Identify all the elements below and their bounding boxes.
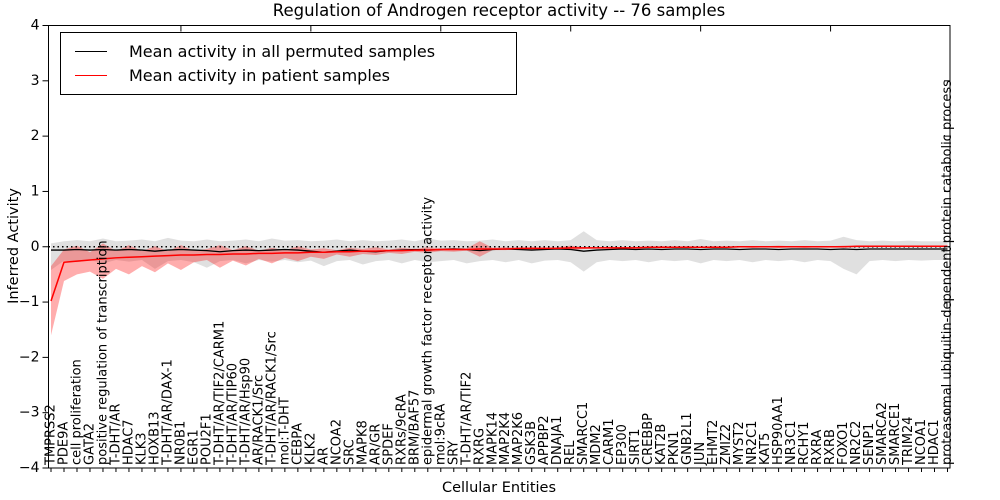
x-tick-label: SPDEF <box>381 423 396 465</box>
x-tick-label: MYST2 <box>732 421 747 465</box>
legend-entry: Mean activity in patient samples <box>71 66 506 85</box>
x-tick-label: CEBPA <box>290 423 305 465</box>
x-tick-label: RXRB <box>823 429 838 465</box>
x-tick-label: epidermal growth factor receptor activit… <box>420 197 435 465</box>
x-tick-label: POU2F1 <box>199 413 214 465</box>
x-tick-label: EP300 <box>615 424 630 465</box>
x-tick-label: HDAC1 <box>927 419 942 465</box>
x-tick-label: HOXB13 <box>147 411 162 465</box>
y-tick-label: 2 <box>31 128 40 144</box>
x-tick-label: RXRA <box>810 430 825 465</box>
x-tick-label: GSK3B <box>524 421 539 465</box>
x-tick-label: mol:T-DHT <box>277 397 292 465</box>
permuted-samples-range-band <box>51 231 948 275</box>
y-tick-label: −2 <box>19 349 40 365</box>
x-tick-label: T-DHT/AR/TIP60 <box>225 363 240 466</box>
x-tick-label: NR3C1 <box>784 421 799 465</box>
x-tick-label: SMARCA2 <box>875 402 890 465</box>
x-tick-label: AR/GR <box>368 424 383 465</box>
x-tick-label: KLK3 <box>134 432 149 465</box>
x-tick-label: APPBP2 <box>537 415 552 465</box>
x-tick-label: NCOA1 <box>914 419 929 465</box>
legend-label: Mean activity in patient samples <box>129 66 390 85</box>
x-tick-label: EHMT2 <box>706 420 721 465</box>
x-tick-label: T-DHT/AR <box>108 404 123 466</box>
x-tick-label: KAT5 <box>758 433 773 465</box>
x-tick-label: RCHY1 <box>797 422 812 465</box>
x-tick-label: BRM/BAF57 <box>407 390 422 465</box>
x-tick-label: SIRT1 <box>628 429 643 465</box>
x-tick-label: HDAC7 <box>121 419 136 465</box>
y-tick-label: 0 <box>31 239 40 255</box>
y-tick-label: −3 <box>19 405 40 421</box>
legend-line-swatch <box>75 75 107 76</box>
x-tick-label: T-DHT/AR/Hsp90 <box>238 358 253 466</box>
y-tick-label: −1 <box>19 294 40 310</box>
y-tick-label: 3 <box>31 73 40 89</box>
legend-box: Mean activity in all permuted samples Mea… <box>60 32 517 95</box>
x-tick-label: SENP1 <box>862 423 877 465</box>
x-tick-label: MAP2K4 <box>498 412 513 465</box>
legend-label: Mean activity in all permuted samples <box>129 42 436 61</box>
y-tick-label: 4 <box>31 18 40 34</box>
chart-title: Regulation of Androgen receptor activity… <box>272 1 726 20</box>
x-tick-label: PKN1 <box>667 431 682 465</box>
x-tick-label: DNAJA1 <box>550 416 565 465</box>
y-tick-label: 1 <box>31 183 40 199</box>
x-tick-label: GNB2L1 <box>680 412 695 465</box>
x-tick-label: NR2C1 <box>745 421 760 465</box>
x-tick-label: T-DHT/AR/TIF2 <box>459 372 474 466</box>
legend-line-swatch <box>75 51 107 52</box>
x-tick-label: KAT2B <box>654 424 669 465</box>
x-tick-label: REL <box>563 440 578 465</box>
x-tick-label: T-DHT/AR/TIF2/CARM1 <box>212 321 227 466</box>
patient-mean-line <box>50 245 948 302</box>
x-tick-label: TRIM24 <box>901 416 916 466</box>
x-tick-label: AR/RACK1/Src <box>251 375 266 465</box>
x-tick-label: proteasomal ubiquitin-dependent protein … <box>940 80 955 465</box>
x-tick-label: AR <box>316 447 331 465</box>
x-axis-label: Cellular Entities <box>441 480 557 496</box>
x-tick-label: T-DHT/AR/DAX-1 <box>160 359 175 466</box>
legend-entry: Mean activity in all permuted samples <box>71 42 506 61</box>
y-axis-label: Inferred Activity <box>6 188 22 304</box>
x-tick-label: MAP2K6 <box>511 412 526 465</box>
y-tick-label: −4 <box>19 460 40 476</box>
x-tick-label: NR0B1 <box>173 421 188 465</box>
x-tick-label: NCOA2 <box>329 419 344 465</box>
x-tick-label: TMPRSS2 <box>44 404 59 466</box>
x-tick-label: positive regulation of transcription <box>95 240 110 465</box>
x-tick-label: RXRs/9cRA <box>394 394 409 465</box>
x-tick-label: MDM2 <box>589 424 604 465</box>
x-tick-label: GATA2 <box>82 423 97 465</box>
x-tick-label: mol:9cRA <box>433 403 448 465</box>
x-tick-label: SMARCE1 <box>888 403 903 465</box>
x-tick-label: PDE9A <box>56 422 71 465</box>
x-tick-label: SRC <box>342 439 357 465</box>
x-tick-label: JUN <box>693 442 708 466</box>
x-tick-label: KLK2 <box>303 432 318 465</box>
x-tick-label: NR2C2 <box>849 421 864 465</box>
x-tick-label: EGR1 <box>186 429 201 465</box>
x-tick-label: CARM1 <box>602 419 617 466</box>
x-tick-label: T-DHT/AR/RACK1/Src <box>264 331 279 466</box>
x-tick-label: ZMIZ2 <box>719 424 734 465</box>
x-tick-label: FOXO1 <box>836 422 851 465</box>
x-tick-label: SRY <box>446 441 461 465</box>
x-tick-label: CREBBP <box>641 413 656 465</box>
x-tick-label: HSP90AA1 <box>771 396 786 465</box>
x-tick-label: RXRG <box>472 428 487 465</box>
x-tick-label: SMARCC1 <box>576 402 591 465</box>
x-tick-label: MAPK14 <box>485 412 500 465</box>
x-tick-label: cell proliferation <box>69 359 84 465</box>
x-tick-label: MAPK8 <box>355 420 370 465</box>
